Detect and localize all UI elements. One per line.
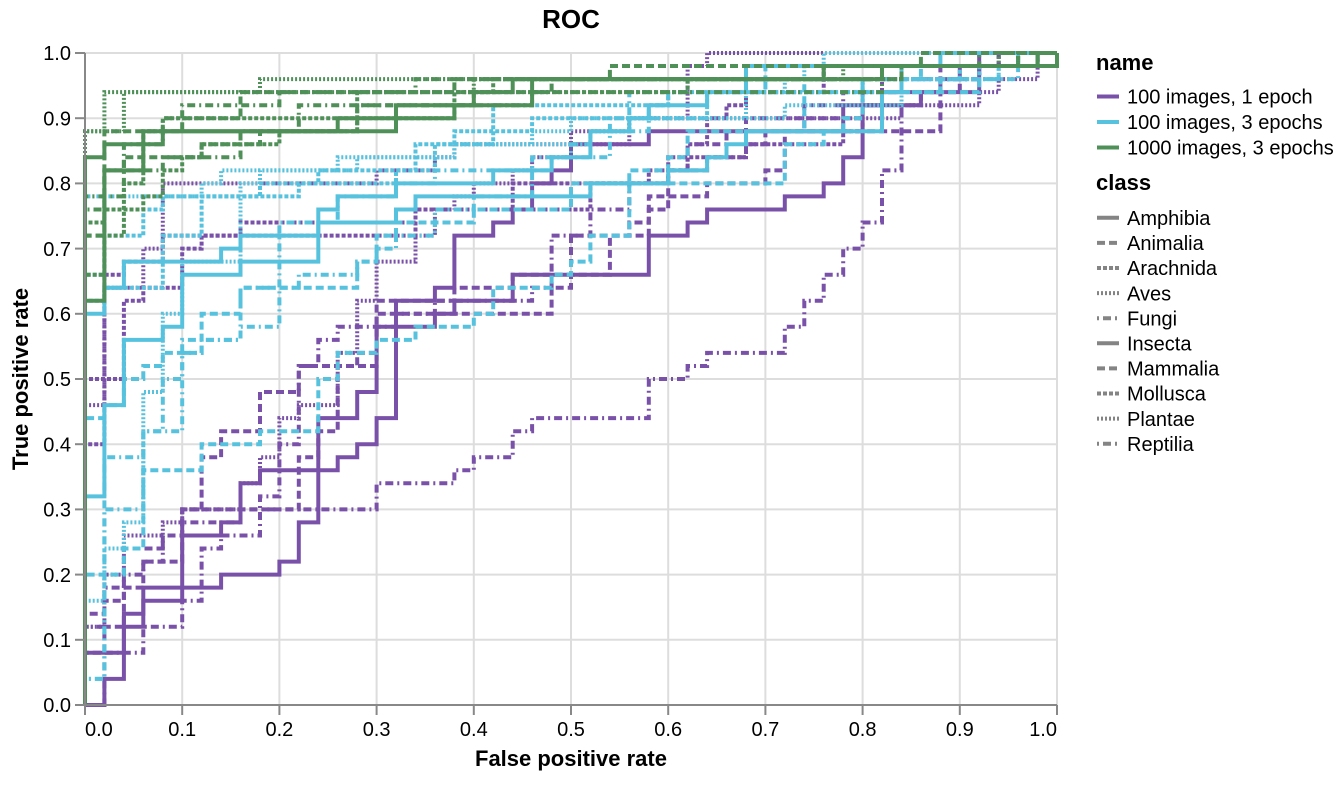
- svg-text:0.9: 0.9: [946, 719, 974, 741]
- svg-text:0.7: 0.7: [43, 239, 71, 261]
- svg-text:0.3: 0.3: [363, 719, 391, 741]
- svg-text:0.1: 0.1: [168, 719, 196, 741]
- svg-text:0.6: 0.6: [43, 304, 71, 326]
- svg-text:100 images, 3 epochs: 100 images, 3 epochs: [1127, 112, 1323, 134]
- svg-text:0.8: 0.8: [849, 719, 877, 741]
- svg-text:Insecta: Insecta: [1127, 334, 1192, 356]
- svg-text:0.3: 0.3: [43, 500, 71, 522]
- svg-text:0.4: 0.4: [43, 434, 71, 456]
- svg-text:0.4: 0.4: [460, 719, 488, 741]
- svg-text:0.1: 0.1: [43, 630, 71, 652]
- svg-text:Plantae: Plantae: [1127, 409, 1195, 431]
- svg-text:0.5: 0.5: [43, 369, 71, 391]
- svg-text:Fungi: Fungi: [1127, 308, 1177, 330]
- svg-text:False positive rate: False positive rate: [475, 746, 667, 771]
- svg-text:Aves: Aves: [1127, 283, 1171, 305]
- svg-text:Reptilia: Reptilia: [1127, 434, 1195, 456]
- svg-text:Arachnida: Arachnida: [1127, 258, 1218, 280]
- svg-text:0.0: 0.0: [43, 695, 71, 717]
- svg-text:ROC: ROC: [542, 4, 600, 34]
- svg-text:name: name: [1096, 50, 1153, 75]
- svg-text:class: class: [1096, 170, 1151, 195]
- svg-text:True positive rate: True positive rate: [8, 288, 33, 470]
- svg-text:1000 images, 3 epochs: 1000 images, 3 epochs: [1127, 138, 1334, 160]
- svg-text:0.0: 0.0: [85, 719, 113, 741]
- svg-text:0.9: 0.9: [43, 108, 71, 130]
- svg-text:Amphibia: Amphibia: [1127, 208, 1211, 230]
- svg-text:Animalia: Animalia: [1127, 233, 1205, 255]
- svg-text:Mollusca: Mollusca: [1127, 384, 1207, 406]
- svg-text:100 images, 1 epoch: 100 images, 1 epoch: [1127, 87, 1313, 109]
- svg-text:0.7: 0.7: [751, 719, 779, 741]
- svg-text:0.2: 0.2: [265, 719, 293, 741]
- svg-text:0.8: 0.8: [43, 174, 71, 196]
- svg-text:1.0: 1.0: [1029, 719, 1057, 741]
- svg-text:0.6: 0.6: [654, 719, 682, 741]
- svg-text:Mammalia: Mammalia: [1127, 359, 1220, 381]
- svg-text:1.0: 1.0: [43, 43, 71, 65]
- svg-text:0.5: 0.5: [557, 719, 585, 741]
- svg-text:0.2: 0.2: [43, 565, 71, 587]
